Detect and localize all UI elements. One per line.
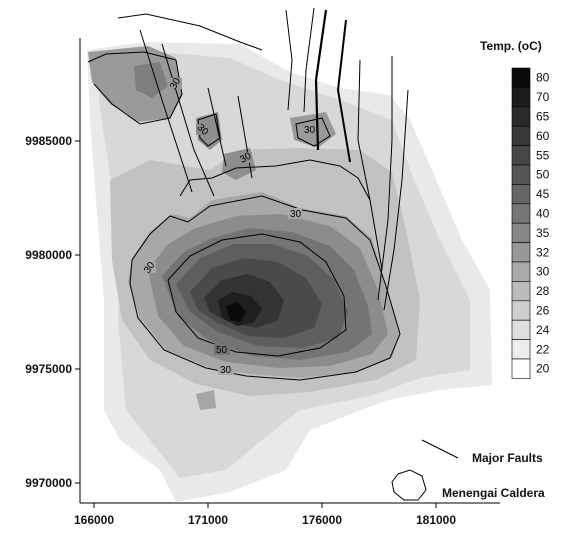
map-area [87, 42, 492, 502]
fault-line [303, 7, 315, 113]
contour-label: 30 [220, 365, 232, 376]
legend-swatch [511, 339, 531, 360]
x-tick-label: 176000 [302, 513, 342, 527]
x-tick-label: 166000 [74, 513, 114, 527]
caldera-key-symbol [391, 469, 427, 501]
x-tick-label: 171000 [188, 513, 228, 527]
y-tick-label: 9970000 [25, 476, 72, 490]
fault-key-symbol [421, 439, 459, 459]
y-tick-label: 9975000 [25, 362, 72, 376]
legend-label: 55 [536, 148, 550, 162]
axes: 9985000 9980000 9975000 9970000 166000 1… [25, 38, 500, 527]
fault-line [314, 9, 328, 151]
map-key: Major Faults Menengai Caldera [391, 439, 545, 501]
contour-label: 30 [290, 209, 302, 220]
contour-label: 30 [304, 125, 316, 136]
legend-label: 40 [536, 207, 550, 221]
zone-s [196, 390, 216, 410]
legend-swatch [511, 222, 531, 243]
caldera-key-label: Menengai Caldera [442, 486, 545, 500]
contour-label: 30 [238, 150, 254, 165]
legend-swatch [511, 145, 531, 166]
fault-line [285, 9, 293, 111]
legend-swatch [511, 319, 531, 340]
legend-scale: 80 70 65 60 55 50 45 40 35 32 30 28 26 24 22 20 [511, 67, 550, 379]
fault-line [357, 59, 383, 271]
legend-label: 22 [536, 342, 550, 356]
x-tick-label: 181000 [416, 513, 456, 527]
legend-swatch [511, 125, 531, 146]
fault-line [139, 29, 193, 193]
fault-line [377, 56, 393, 301]
legend-label: 32 [536, 245, 550, 259]
zone-80 [226, 302, 246, 322]
legend-swatch [511, 184, 531, 205]
legend-swatch [511, 87, 531, 108]
legend-label: 70 [536, 90, 550, 104]
legend-swatch [511, 242, 531, 263]
legend-swatch [511, 164, 531, 185]
legend-swatch [511, 106, 531, 127]
legend-swatch [511, 67, 531, 88]
legend-label: 60 [536, 129, 550, 143]
legend-title: Temp. (oC) [480, 39, 542, 53]
fault-line [207, 87, 227, 167]
legend-label: 80 [536, 71, 550, 85]
y-tick-label: 9980000 [25, 248, 72, 262]
fault-line [336, 19, 351, 163]
contour-30-north [179, 159, 371, 201]
legend-label: 45 [536, 187, 550, 201]
y-tick-label: 9985000 [25, 134, 72, 148]
legend: Temp. (oC) 80 70 65 60 55 50 45 40 35 32 30 28 26 24 2… [480, 39, 550, 379]
zone-nw-core [134, 62, 168, 98]
legend-label: 24 [536, 323, 550, 337]
legend-swatch [511, 358, 531, 379]
legend-swatch [511, 203, 531, 224]
fault-line [383, 89, 409, 311]
legend-label: 35 [536, 226, 550, 240]
legend-label: 26 [536, 304, 550, 318]
fault-line [237, 95, 253, 179]
contour-50 [167, 233, 347, 357]
contour-30-main [129, 195, 401, 381]
contour-labels: 30 30 30 30 30 30 50 30 [142, 76, 316, 376]
contour-label: 50 [216, 345, 228, 356]
legend-label: 50 [536, 168, 550, 182]
legend-swatch [511, 300, 531, 321]
legend-label: 20 [536, 362, 550, 376]
legend-swatch [511, 281, 531, 302]
faults-key-label: Major Faults [472, 451, 543, 465]
contour-label: 30 [168, 76, 183, 92]
contour-30-nw [87, 51, 183, 125]
legend-label: 28 [536, 284, 550, 298]
legend-swatch [511, 261, 531, 282]
legend-label: 65 [536, 110, 550, 124]
legend-label: 30 [536, 265, 550, 279]
fault-line [117, 13, 263, 51]
